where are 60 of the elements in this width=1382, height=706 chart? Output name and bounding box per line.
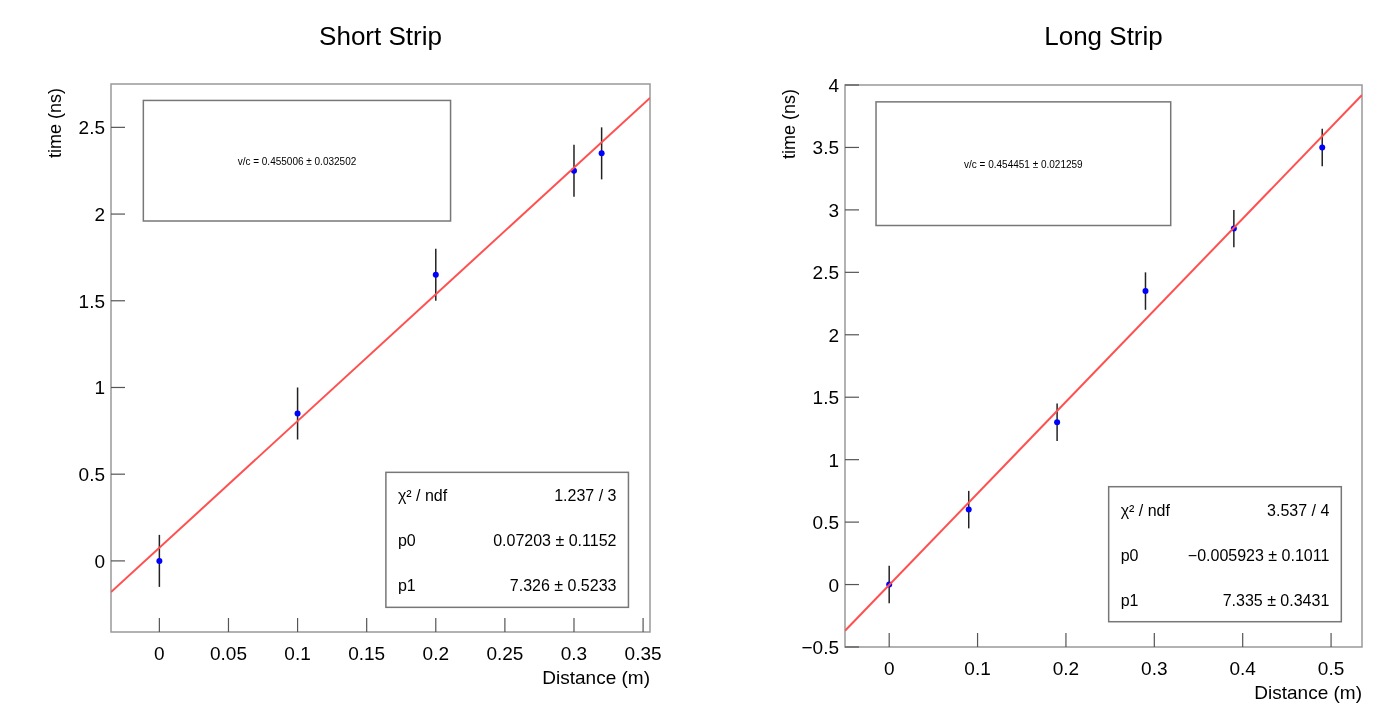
text-box: v/c = 0.454451 ± 0.021259 [875,101,1172,227]
y-axis-title: time (ns) [779,89,799,160]
x-tick-label: 0.4 [1229,658,1257,679]
x-tick-label: 0.3 [1141,658,1168,679]
chart-title: Long Strip [1044,21,1163,51]
y-axis-title: time (ns) [45,88,65,159]
y-tick-label: 0 [94,550,105,572]
y-tick-label: 1.5 [78,290,105,312]
y-tick-label: −0.5 [801,637,839,658]
x-tick-label: 0.2 [422,643,449,664]
y-tick-label: 3 [828,199,839,221]
chart-title: Short Strip [319,21,442,51]
point [1142,288,1149,295]
y-tick-label: 0.5 [78,464,105,486]
annotation: χ² / ndf [1120,501,1171,519]
annotation: 3.537 / 4 [1267,501,1330,519]
x-tick-label: 0.5 [1317,658,1345,679]
y-tick-label: 3.5 [812,137,839,159]
x-tick-label: 0.35 [624,643,662,664]
x-tick-label: 0.1 [284,643,311,664]
annotation: 1.237 / 3 [554,487,617,505]
x-tick-label: 0.05 [209,643,247,664]
x-tick-label: 0 [883,658,895,679]
x-tick-label: 0.25 [486,643,524,664]
annotation: v/c = 0.455006 ± 0.032502 [237,155,357,167]
x-tick-label: 0.1 [964,658,991,679]
point [598,150,605,157]
point [1054,419,1061,426]
annotation: −0.005923 ± 0.1011 [1187,546,1330,564]
annotation: p1 [1120,591,1139,609]
point [1319,144,1326,151]
y-tick-label: 2.5 [812,262,839,284]
annotation: p0 [397,532,416,550]
x-tick-label: 0 [154,643,165,664]
y-tick-label: 1.5 [812,387,839,409]
x-tick-label: 0.3 [560,643,588,664]
point [294,410,301,417]
y-tick-label: 2.5 [78,117,105,139]
y-tick-label: 0.5 [812,512,839,534]
annotation: χ² / ndf [397,487,448,505]
point [432,271,439,278]
x-tick-label: 0.15 [348,643,386,664]
y-tick-label: 2 [828,324,839,346]
y-tick-label: 2 [94,204,105,226]
annotation: 7.326 ± 0.5233 [509,577,617,595]
y-tick-label: 4 [828,75,840,96]
point [965,506,972,513]
x-axis-title: Distance (m) [1254,682,1362,703]
annotation: 7.335 ± 0.3431 [1222,591,1330,609]
x-tick-label: 0.2 [1052,658,1080,679]
x-axis-title: Distance (m) [542,667,650,688]
annotation: v/c = 0.454451 ± 0.021259 [964,158,1084,170]
annotation: p0 [1120,546,1139,564]
annotation: p1 [397,577,416,595]
text-box: v/c = 0.455006 ± 0.032502 [142,99,452,222]
annotation: 0.07203 ± 0.1152 [493,532,617,550]
y-tick-label: 1 [94,377,105,399]
y-tick-label: 0 [828,574,839,596]
y-tick-label: 1 [828,449,839,471]
point [156,557,163,564]
